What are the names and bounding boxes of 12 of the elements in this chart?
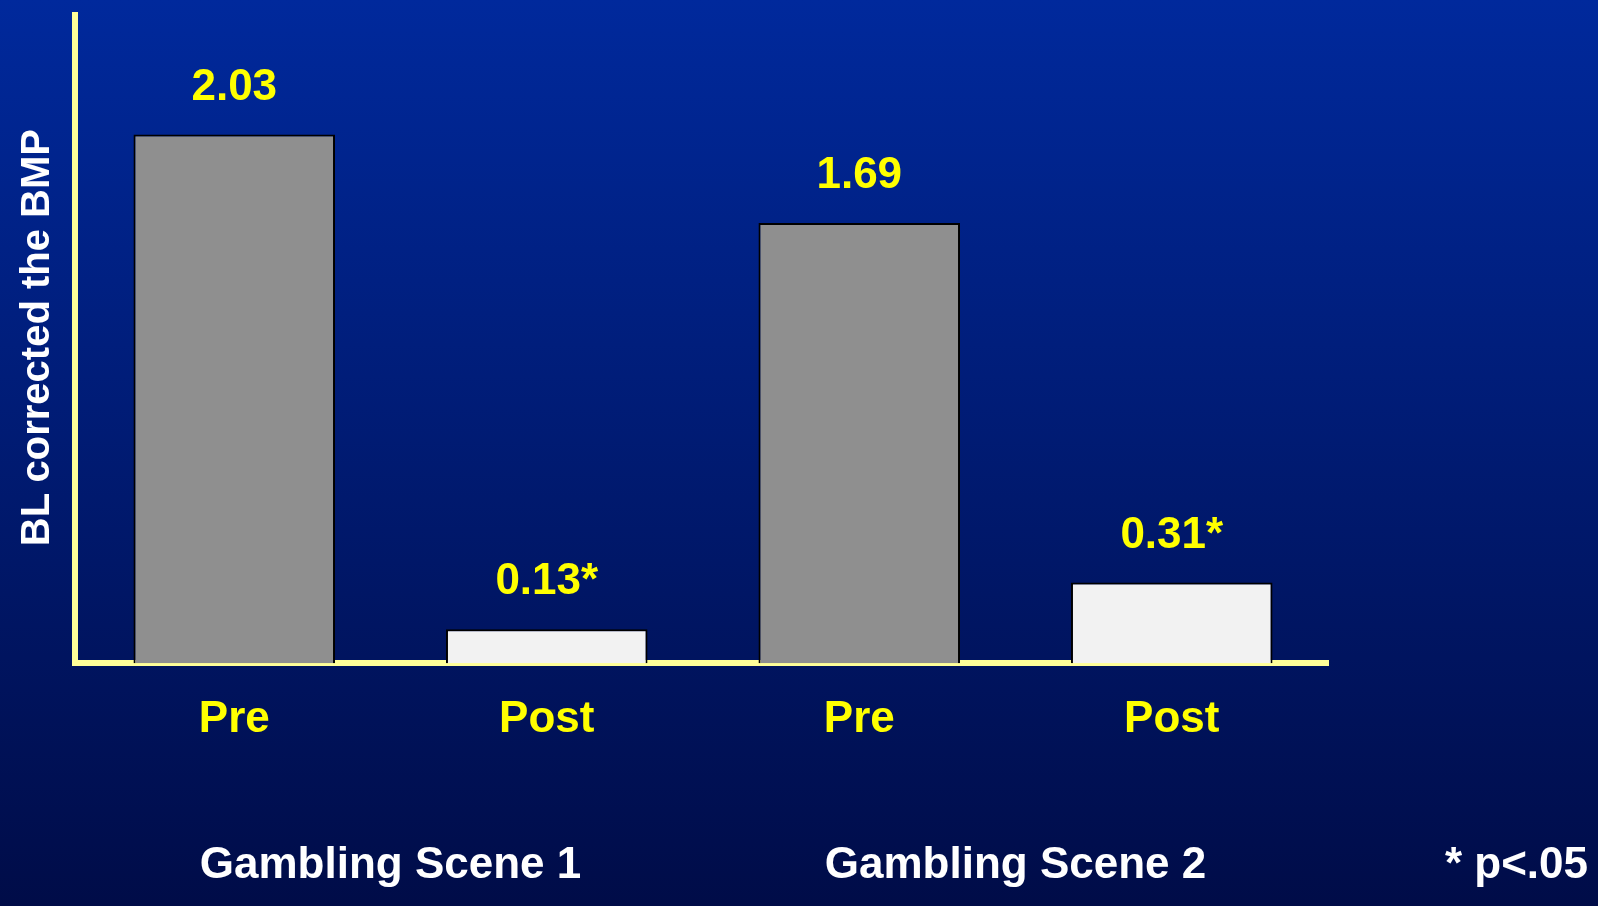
y-axis-title: BL corrected the BMP	[13, 129, 58, 547]
data-label: 0.13*	[495, 554, 599, 604]
data-label: 0.31*	[1120, 507, 1224, 557]
x-tick-label: Pre	[198, 691, 270, 741]
x-tick-label: Post	[1124, 691, 1220, 741]
data-label: 1.69	[816, 148, 903, 198]
text: Gambling Scene 2	[824, 838, 1207, 887]
x-tick-label: Post	[499, 691, 595, 741]
data-label: 2.03	[191, 59, 278, 109]
x-tick-label: Pre	[823, 691, 895, 741]
text: Gambling Scene 1	[199, 838, 582, 887]
text: * p<.05	[1444, 838, 1588, 887]
